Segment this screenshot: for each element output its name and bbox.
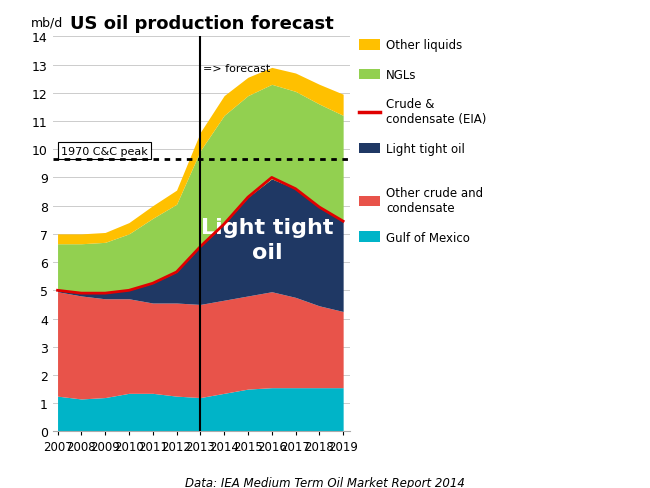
Text: => forecast: => forecast: [203, 64, 270, 74]
Text: mb/d: mb/d: [31, 17, 62, 29]
Text: 1970 C&C peak: 1970 C&C peak: [61, 146, 148, 156]
Text: Light tight
oil: Light tight oil: [201, 218, 333, 263]
Title: US oil production forecast: US oil production forecast: [70, 15, 333, 33]
Text: Data: IEA Medium Term Oil Market Report 2014: Data: IEA Medium Term Oil Market Report …: [185, 476, 465, 488]
Legend: Other liquids,  , NGLs,  , Crude &
condensate (EIA),  , Light tight oil,  ,  , O: Other liquids, , NGLs, , Crude & condens…: [359, 39, 487, 244]
